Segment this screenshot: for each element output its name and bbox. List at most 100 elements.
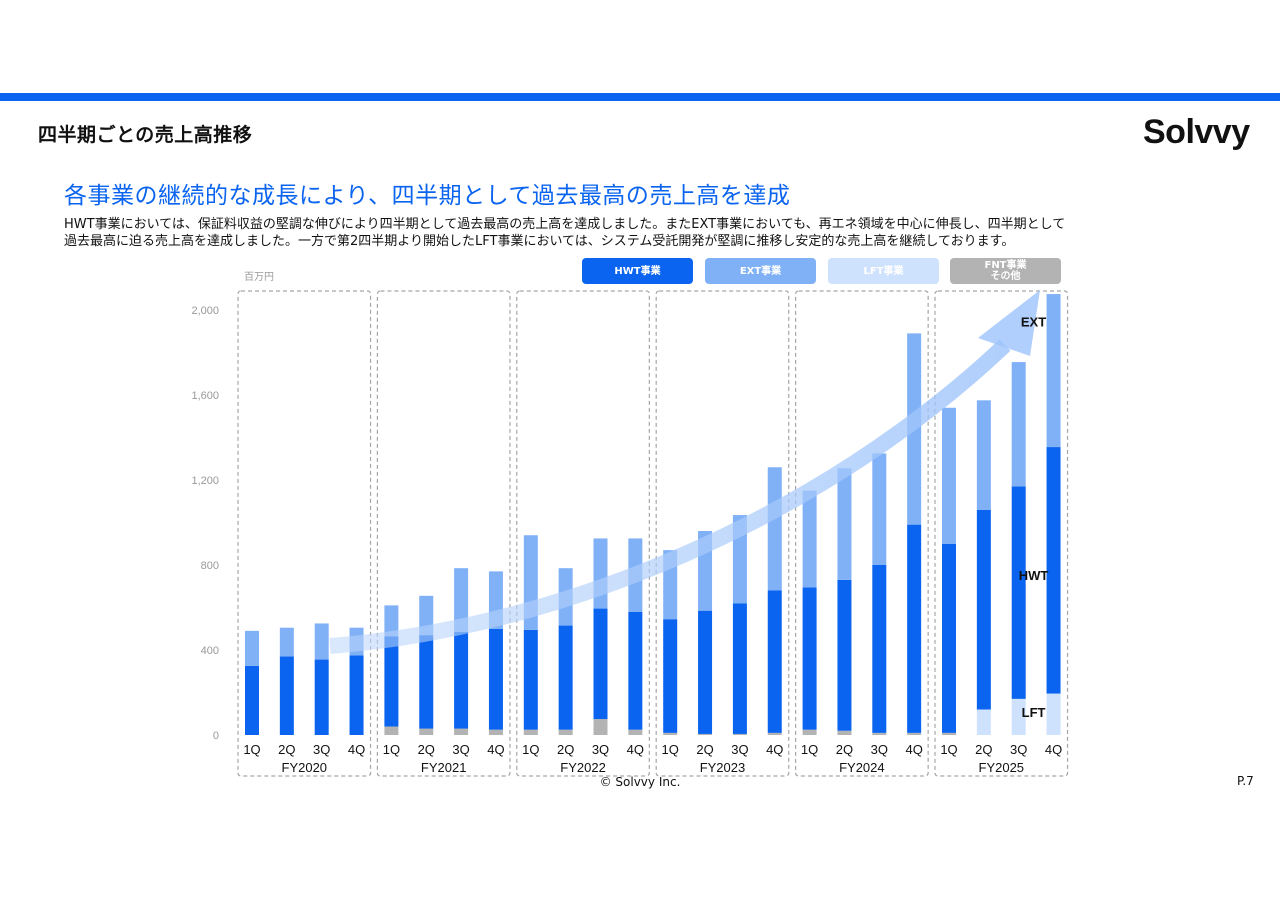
bar-fnt xyxy=(732,733,747,735)
headline: 各事業の継続的な成長により、四半期として過去最高の売上高を達成 xyxy=(64,183,791,209)
bar-hwt xyxy=(523,629,538,730)
y-tick-label: 800 xyxy=(201,560,219,572)
page-number: P.7 xyxy=(1237,774,1254,788)
bar-ext xyxy=(1011,362,1026,487)
x-tick-label: 2Q xyxy=(836,742,853,757)
bar-fnt xyxy=(558,729,573,735)
bar-hwt xyxy=(732,603,747,734)
bar-ext xyxy=(384,605,399,637)
x-tick-label: 4Q xyxy=(487,742,504,757)
bar-lft xyxy=(1046,693,1061,735)
fy-box xyxy=(655,290,790,777)
bar-fnt xyxy=(523,729,538,735)
y-tick-label: 2,000 xyxy=(191,305,219,317)
bar-fnt xyxy=(384,726,399,735)
bar-fnt xyxy=(663,732,678,735)
bar-group xyxy=(245,294,1061,735)
bar-hwt xyxy=(837,579,852,731)
fiscal-year-label: FY2023 xyxy=(700,760,746,775)
bar-ext xyxy=(593,538,608,609)
bar-fnt xyxy=(872,732,887,735)
legend-ext: EXT事業 xyxy=(705,258,816,284)
x-tick-label: 2Q xyxy=(278,742,295,757)
x-tick-label: 1Q xyxy=(940,742,957,757)
x-tick-label: 1Q xyxy=(243,742,260,757)
y-tick-label: 1,200 xyxy=(191,475,219,487)
bar-hwt xyxy=(314,659,329,735)
bar-hwt xyxy=(593,608,608,720)
fiscal-year-label: FY2021 xyxy=(421,760,467,775)
fiscal-year-boxes xyxy=(237,290,1069,777)
fiscal-year-label: FY2022 xyxy=(560,760,606,775)
legend-fnt-label-1: FNT事業 xyxy=(984,260,1027,271)
bar-hwt xyxy=(802,587,817,730)
y-tick-label: 1,600 xyxy=(191,390,219,402)
legend-lft: LFT事業 xyxy=(828,258,939,284)
bar-hwt xyxy=(349,655,364,735)
growth-arrow xyxy=(329,290,1040,654)
segment-label-ext: EXT xyxy=(1021,315,1046,330)
bar-hwt xyxy=(454,631,469,729)
bar-hwt xyxy=(279,656,294,735)
fy-box xyxy=(237,290,372,777)
bar-fnt xyxy=(767,732,782,735)
x-tick-label: 1Q xyxy=(522,742,539,757)
bar-hwt xyxy=(1011,486,1026,699)
x-tick-label: 1Q xyxy=(383,742,400,757)
x-tick-label: 3Q xyxy=(731,742,748,757)
bar-fnt xyxy=(628,729,643,735)
bar-ext xyxy=(942,407,956,544)
legend-lft-label: LFT事業 xyxy=(863,265,904,277)
bar-hwt xyxy=(384,636,399,727)
legend-hwt-label: HWT事業 xyxy=(614,265,661,277)
bar-fnt xyxy=(593,719,608,735)
legend-fnt-label-2: その他 xyxy=(990,271,1021,282)
x-tick-label: 3Q xyxy=(452,742,469,757)
bar-hwt xyxy=(558,625,573,730)
y-tick-label: 400 xyxy=(201,645,219,657)
fy-box xyxy=(376,290,511,777)
bar-ext xyxy=(279,627,294,657)
bar-fnt xyxy=(907,732,922,735)
bar-hwt xyxy=(872,565,887,733)
x-tick-label: 4Q xyxy=(766,742,783,757)
y-axis-ticks: 0 400 800 1,200 1,600 2,000 xyxy=(191,305,219,742)
bar-hwt xyxy=(698,610,713,734)
bar-ext xyxy=(245,630,259,666)
bar-fnt xyxy=(837,730,852,735)
bar-lft xyxy=(1011,698,1026,735)
bar-hwt xyxy=(488,628,503,730)
description-line-2: 過去最高に迫る売上高を達成しました。一方で第2四半期より開始したLFT事業におい… xyxy=(64,234,1015,249)
bar-fnt xyxy=(488,729,503,735)
description: HWT事業においては、保証料収益の堅調な伸びにより四半期として過去最高の売上高を… xyxy=(64,216,1174,250)
top-accent-bar xyxy=(0,93,1280,101)
x-tick-label: 3Q xyxy=(592,742,609,757)
description-line-1: HWT事業においては、保証料収益の堅調な伸びにより四半期として過去最高の売上高を… xyxy=(64,217,1066,232)
x-tick-label: 3Q xyxy=(1010,742,1027,757)
fy-box xyxy=(516,290,650,777)
bar-ext xyxy=(837,468,852,580)
bar-fnt xyxy=(802,729,817,735)
bar-hwt xyxy=(628,611,643,730)
bar-hwt xyxy=(245,665,259,735)
bar-hwt xyxy=(1046,447,1061,694)
bar-ext xyxy=(454,568,469,632)
x-tick-label: 2Q xyxy=(557,742,574,757)
legend-ext-label: EXT事業 xyxy=(739,265,782,277)
page-title: 四半期ごとの売上高推移 xyxy=(38,124,253,146)
bar-fnt xyxy=(454,728,469,735)
segment-label-lft: LFT xyxy=(1022,705,1046,720)
bar-fnt xyxy=(942,732,956,735)
x-tick-label: 2Q xyxy=(418,742,435,757)
fiscal-year-label: FY2024 xyxy=(839,760,885,775)
bar-fnt xyxy=(698,733,713,735)
x-tick-label: 2Q xyxy=(975,742,992,757)
x-tick-label: 4Q xyxy=(1045,742,1062,757)
brand-logo: Solvvy xyxy=(1143,113,1250,151)
fiscal-year-label: FY2025 xyxy=(979,760,1025,775)
x-tick-label: 4Q xyxy=(627,742,644,757)
x-tick-label: 4Q xyxy=(905,742,922,757)
bar-ext xyxy=(767,467,782,591)
x-tick-label: 1Q xyxy=(662,742,679,757)
